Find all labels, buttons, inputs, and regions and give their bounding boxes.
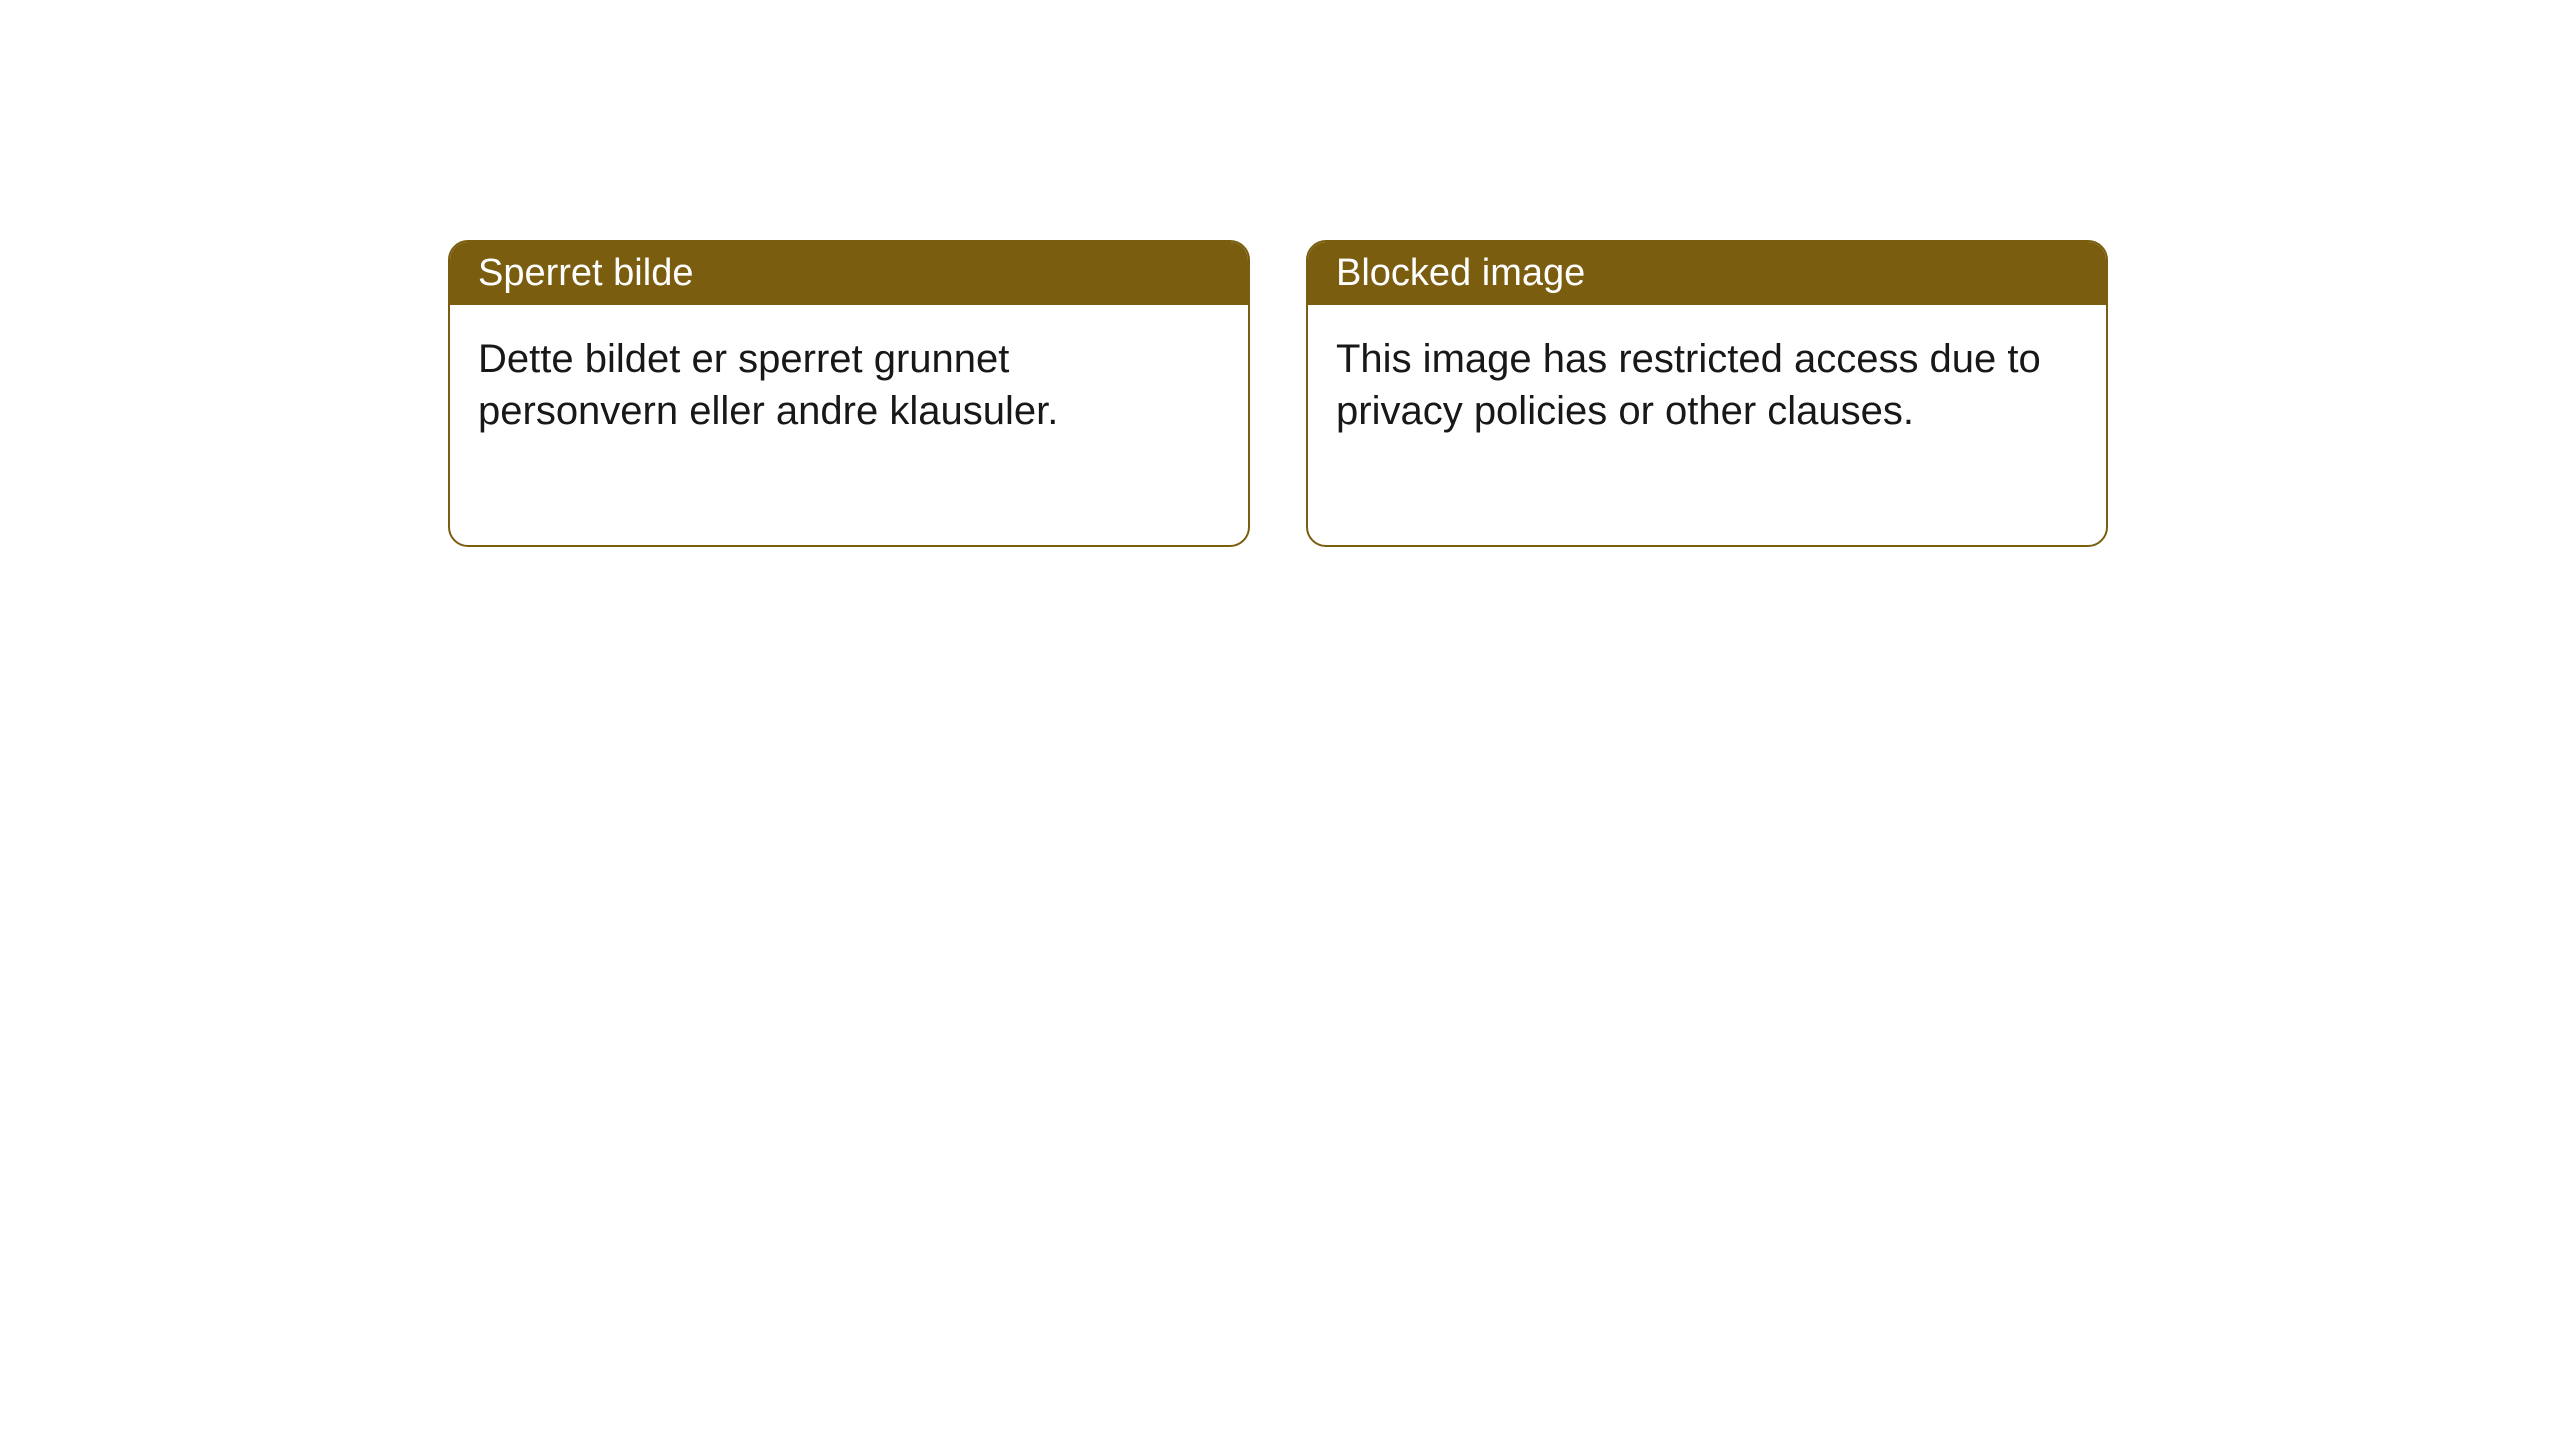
notice-body-text: This image has restricted access due to … [1336,337,2041,433]
notices-container: Sperret bilde Dette bildet er sperret gr… [448,240,2108,547]
notice-body: This image has restricted access due to … [1308,305,2106,545]
notice-title: Blocked image [1336,252,1585,294]
notice-header: Blocked image [1308,242,2106,305]
notice-header: Sperret bilde [450,242,1248,305]
notice-box-english: Blocked image This image has restricted … [1306,240,2108,547]
notice-box-norwegian: Sperret bilde Dette bildet er sperret gr… [448,240,1250,547]
notice-title: Sperret bilde [478,252,693,294]
notice-body: Dette bildet er sperret grunnet personve… [450,305,1248,545]
notice-body-text: Dette bildet er sperret grunnet personve… [478,337,1058,433]
